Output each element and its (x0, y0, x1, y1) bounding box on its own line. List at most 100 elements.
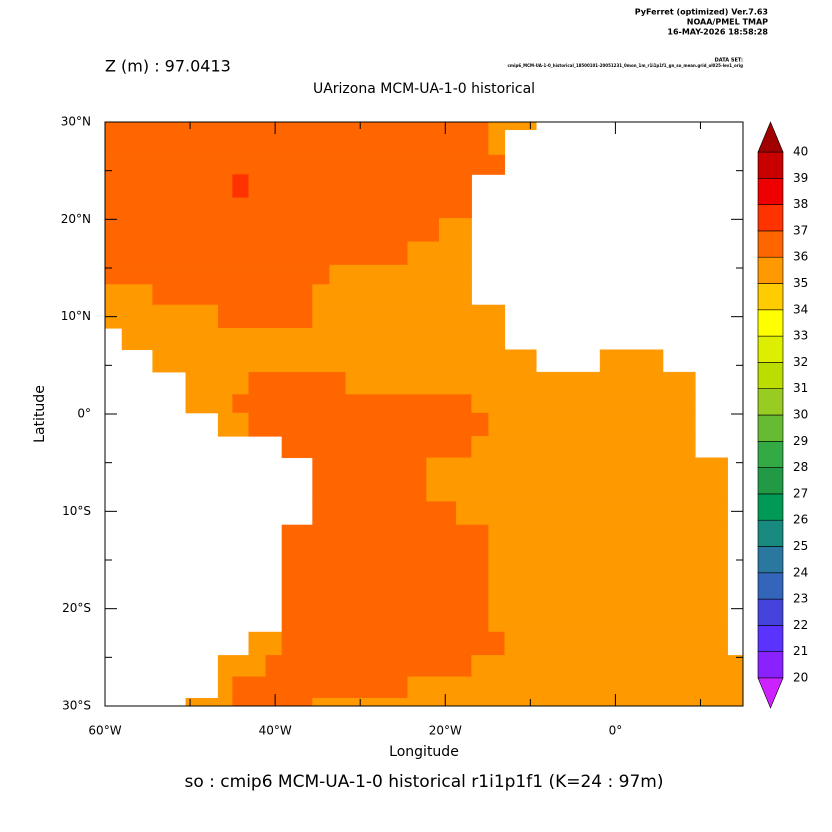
colorbar-label: 22 (793, 618, 808, 632)
header-line: NOAA/PMEL TMAP (687, 18, 768, 27)
grid-cell (104, 121, 489, 131)
colorbar-swatch (757, 256, 784, 284)
colorbar-label: 26 (793, 513, 808, 527)
colorbar-swatch (757, 362, 784, 389)
colorbar-swatch (757, 204, 784, 232)
x-axis-label: Longitude (389, 744, 459, 760)
x-tick-label: 20°W (429, 724, 462, 738)
y-axis-label: Latitude (32, 385, 48, 443)
grid-cell (488, 129, 506, 156)
colorbar-swatch (757, 414, 784, 442)
grid-cell (488, 412, 696, 437)
colorbar-swatch (757, 230, 784, 258)
grid-cell (471, 436, 696, 459)
grid-cell (312, 501, 457, 526)
colorbar-swatch (757, 178, 784, 205)
colorbar-label: 40 (793, 145, 808, 159)
colorbar-swatch (757, 546, 784, 574)
grid-cell (104, 264, 330, 285)
grid-cell (426, 457, 728, 502)
depth-label: Z (m) : 97.0413 (105, 57, 231, 76)
chart-title: UArizona MCM-UA-1-0 historical (313, 81, 535, 97)
grid-cell (312, 304, 506, 329)
colorbar-swatch (757, 519, 784, 547)
colorbar-label: 39 (793, 171, 808, 185)
y-tick-label: 30°N (61, 115, 91, 129)
colorbar-label: 20 (793, 671, 808, 685)
grid-cell (471, 655, 744, 678)
grid-cell (248, 371, 346, 395)
grid-cell (104, 154, 506, 175)
grid-cell (104, 174, 233, 199)
dataset-name: cmip6_MCM-UA-1-0_historical_18500101-200… (508, 63, 744, 68)
grid-cell (232, 676, 409, 699)
grid-cell (456, 501, 728, 526)
colorbar-label: 24 (793, 565, 808, 579)
grid-cell (504, 631, 728, 656)
dataset-heading: DATA SET: (715, 58, 743, 64)
grid-cell (248, 412, 489, 437)
grid-cell (232, 697, 313, 707)
grid-cell (152, 284, 313, 306)
colorbar-label: 30 (793, 408, 808, 422)
grid-cell (104, 284, 153, 306)
grid-cell (185, 697, 233, 707)
grid-cell (265, 655, 472, 678)
grid-cell (217, 304, 313, 329)
colorbar-label: 21 (793, 644, 808, 658)
y-tick-label: 20°S (62, 601, 91, 615)
colorbar-swatch (757, 651, 784, 679)
colorbar-label: 27 (793, 486, 808, 500)
colorbar-swatch (757, 440, 784, 468)
grid-cell (281, 631, 506, 656)
grid-cell (104, 304, 219, 329)
y-tick-label: 10°N (61, 309, 91, 323)
grid-cell (121, 328, 506, 351)
grid-cell (152, 349, 537, 373)
grid-cell (345, 371, 696, 395)
x-tick-label: 40°W (259, 724, 292, 738)
grid-cell (104, 197, 472, 219)
grid-cell (312, 697, 744, 707)
grid-cell (248, 174, 472, 199)
y-tick-label: 30°S (62, 699, 91, 713)
header-line: 16-MAY-2026 18:58:28 (667, 28, 768, 37)
colorbar-extend-low (757, 677, 784, 709)
colorbar-swatch (757, 625, 784, 653)
grid-cell (281, 436, 472, 459)
y-tick-label: 0° (77, 407, 91, 421)
grid-cell (217, 676, 233, 699)
grid-cell (185, 394, 233, 414)
colorbar-swatch (757, 467, 784, 495)
grid-cell (471, 394, 696, 414)
colorbar-extend-high (757, 121, 784, 153)
colorbar-swatch (757, 493, 784, 521)
colorbar-label: 31 (793, 381, 808, 395)
grid-cell (488, 121, 537, 131)
colorbar-label: 36 (793, 250, 808, 264)
grid-cell (217, 412, 250, 437)
colorbar-label: 32 (793, 355, 808, 369)
colorbar-swatch (757, 283, 784, 311)
colorbar-swatch (757, 598, 784, 626)
colorbar-label: 23 (793, 592, 808, 606)
grid-cell (281, 524, 489, 633)
grid-cell (407, 241, 472, 266)
colorbar-label: 29 (793, 434, 808, 448)
colorbar-label: 33 (793, 329, 808, 343)
grid-cell (104, 241, 409, 266)
x-tick-label: 0° (609, 724, 623, 738)
colorbar-label: 28 (793, 460, 808, 474)
grid-cell (407, 676, 744, 699)
y-tick-label: 20°N (61, 212, 91, 226)
header-line: PyFerret (optimized) Ver.7.63 (635, 8, 768, 17)
grid-cell (488, 524, 728, 633)
colorbar-swatch (757, 309, 784, 337)
colorbar-swatch (757, 335, 784, 363)
colorbar-label: 25 (793, 539, 808, 553)
grid-cell (248, 631, 283, 656)
grid-cell (104, 218, 440, 242)
y-tick-label: 10°S (62, 504, 91, 518)
colorbar-label: 37 (793, 223, 808, 237)
